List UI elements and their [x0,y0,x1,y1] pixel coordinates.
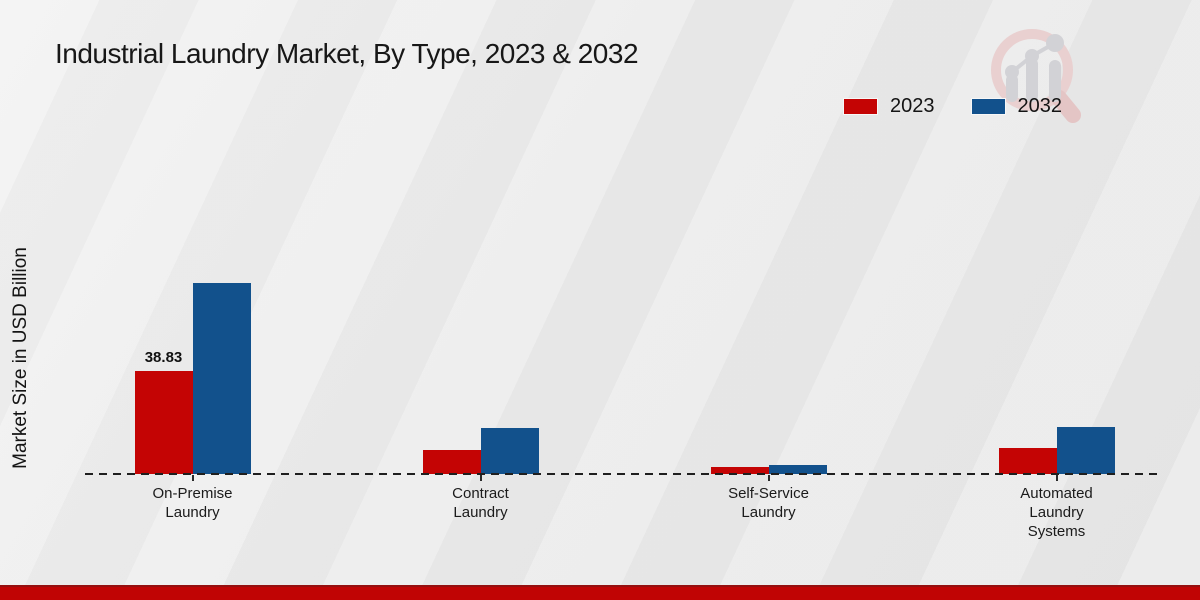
x-axis-tick [767,475,770,481]
legend-swatch-2032 [970,98,1006,115]
bar-2023-automated-laundry-systems [998,448,1057,474]
x-axis-tick [1055,475,1058,481]
x-axis-category-label: On-Premise Laundry [152,485,233,521]
bar-2032-on-premise-laundry [192,283,251,474]
x-axis-category-label: Contract Laundry [452,485,509,521]
legend-item-2032: 2032 [970,95,1063,118]
legend-item-2023: 2023 [843,95,935,118]
x-axis-baseline [85,473,1163,475]
bar-2023-on-premise-laundry [134,371,193,474]
legend-swatch-2023 [843,98,878,115]
footer-accent-band [0,585,1200,600]
bar-2032-automated-laundry-systems [1056,427,1115,474]
bar-2023-contract-laundry [422,450,481,474]
bar-2032-self-service-laundry [768,465,827,474]
legend-label-2032: 2032 [1017,95,1063,117]
chart-title: Industrial Laundry Market, By Type, 2023… [55,38,639,69]
magnifier-bar-chart-logo-icon [991,29,1081,123]
legend-label-2023: 2023 [890,95,935,117]
bar-value-label: 38.83 [144,349,183,366]
x-axis-tick [191,475,194,481]
x-axis-category-label: Self-Service Laundry [728,485,809,521]
bar-2023-self-service-laundry [710,467,769,474]
x-axis-category-label: Automated Laundry Systems [1020,485,1093,540]
bar-2032-contract-laundry [480,428,539,474]
chart-legend: 2023 2032 [843,95,1062,118]
x-axis-tick [479,475,482,481]
